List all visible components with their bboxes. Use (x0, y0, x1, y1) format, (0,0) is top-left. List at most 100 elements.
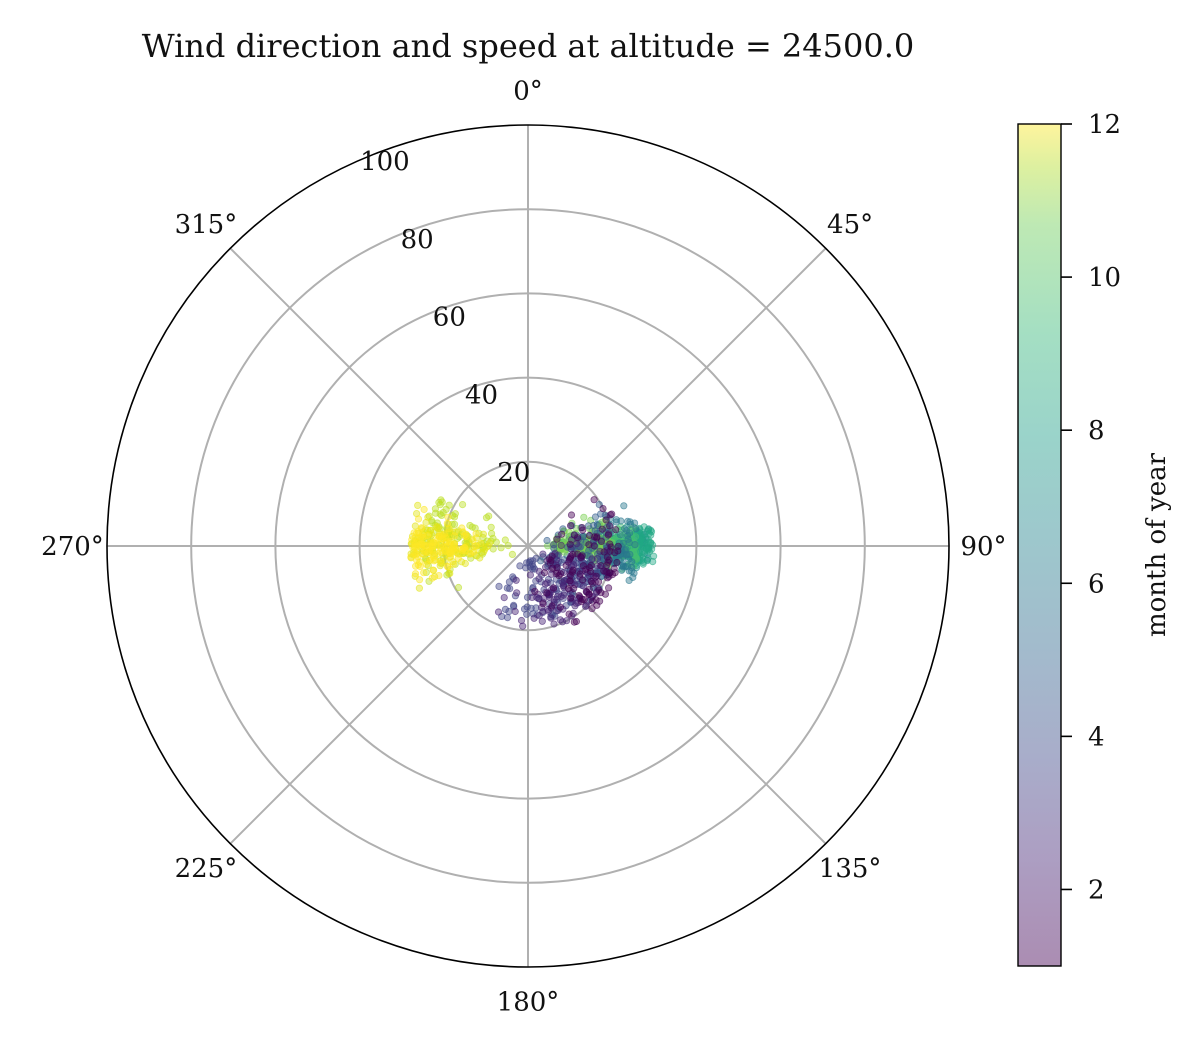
scatter-point-month-1 (597, 561, 605, 570)
scatter-point-month-3 (527, 604, 535, 612)
scatter-point-month-1 (577, 597, 585, 606)
scatter-point-month-11 (424, 513, 432, 521)
scatter-point-month-1 (558, 530, 566, 538)
scatter-point-month-5 (623, 517, 632, 526)
scatter-point-month-12 (414, 527, 422, 536)
scatter-point-month-11 (433, 523, 441, 532)
scatter-point-month-10 (504, 541, 512, 550)
scatter-point-month-12 (445, 525, 453, 533)
colorbar-tick-label-8: 8 (1088, 416, 1105, 446)
scatter-point-month-1 (588, 604, 596, 613)
colorbar-tick-label-4: 4 (1088, 722, 1105, 752)
scatter-point-month-1 (566, 522, 575, 530)
colorbar-gradient (1018, 124, 1061, 966)
scatter-point-month-1 (613, 558, 621, 567)
scatter-point-month-1 (585, 541, 593, 549)
scatter-point-month-1 (578, 523, 586, 532)
scatter-point-month-1 (582, 565, 590, 573)
scatter-point-month-1 (614, 542, 622, 551)
scatter-point-month-12 (420, 550, 428, 559)
scatter-point-month-5 (625, 576, 633, 585)
scatter-point-month-11 (446, 569, 454, 578)
r-tick-label-60: 60 (433, 303, 466, 333)
r-tick-label-20: 20 (497, 458, 530, 488)
scatter-point-month-5 (612, 518, 621, 526)
scatter-point-month-2 (513, 589, 521, 597)
scatter-point-month-11 (484, 542, 492, 550)
scatter-point-month-1 (570, 531, 579, 539)
scatter-point-month-3 (503, 584, 511, 592)
scatter-point-month-8 (631, 533, 640, 541)
scatter-point-month-1 (602, 516, 610, 524)
scatter-point-month-2 (541, 563, 550, 571)
scatter-point-month-12 (420, 569, 428, 577)
scatter-point-month-10 (450, 520, 459, 529)
scatter-point-month-11 (479, 530, 487, 538)
scatter-point-month-1 (601, 590, 610, 598)
scatter-point-month-2 (550, 595, 558, 604)
scatter-point-month-5 (620, 502, 628, 510)
scatter-point-month-7 (642, 545, 650, 553)
scatter-point-month-1 (585, 585, 593, 594)
scatter-point-month-12 (414, 561, 422, 569)
scatter-point-month-1 (579, 526, 587, 534)
scatter-point-month-4 (584, 522, 593, 530)
scatter-point-month-12 (469, 548, 478, 556)
scatter-point-month-12 (435, 571, 443, 580)
scatter-point-month-1 (604, 531, 612, 539)
scatter-point-month-1 (567, 511, 576, 519)
scatter-point-month-2 (517, 616, 526, 625)
scatter-point-month-2 (547, 614, 555, 622)
scatter-point-month-2 (557, 541, 565, 550)
scatter-point-month-12 (423, 531, 431, 540)
scatter-point-month-12 (422, 560, 431, 569)
colorbar-tick-label-2: 2 (1088, 875, 1105, 905)
scatter-point-month-10 (501, 536, 509, 544)
scatter-point-month-1 (553, 535, 561, 543)
scatter-point-month-1 (598, 525, 606, 533)
scatter-point-month-10 (454, 583, 463, 592)
scatter-point-month-12 (426, 556, 435, 564)
scatter-point-month-1 (570, 584, 578, 593)
scatter-point-month-2 (535, 567, 543, 576)
scatter-point-month-5 (632, 525, 640, 533)
scatter-point-month-2 (573, 540, 581, 548)
scatter-point-month-1 (594, 578, 603, 586)
scatter-point-month-3 (526, 563, 534, 571)
scatter-point-month-12 (449, 560, 457, 568)
scatter-point-month-12 (458, 524, 466, 532)
scatter-point-month-1 (539, 600, 547, 608)
colorbar-tick-label-10: 10 (1088, 263, 1121, 293)
scatter-point-month-11 (422, 518, 430, 527)
polar-grid (107, 125, 949, 967)
scatter-point-month-1 (556, 603, 565, 611)
scatter-point-month-1 (547, 556, 555, 564)
theta-tick-label-90: 90° (960, 532, 1006, 562)
scatter-point-month-2 (571, 602, 579, 610)
scatter-point-month-1 (606, 569, 614, 577)
theta-tick-label-270: 270° (41, 532, 104, 562)
scatter-point-month-2 (581, 602, 590, 611)
theta-tick-label-135: 135° (819, 854, 882, 884)
scatter-point-month-1 (593, 533, 601, 541)
scatter-point-month-12 (442, 547, 450, 555)
angle-tick-labels: 0° 45° 90° 135° 180° 225° 270° 315° (41, 76, 1006, 1017)
scatter-point-month-3 (505, 578, 513, 586)
scatter-point-month-2 (557, 592, 565, 601)
scatter-point-month-10 (435, 498, 443, 507)
scatter-point-month-12 (414, 553, 422, 561)
scatter-point-month-3 (501, 605, 509, 614)
scatter-point-month-1 (543, 589, 551, 597)
scatter-point-month-1 (588, 579, 597, 587)
colorbar: 2 4 6 8 10 12 month of year (1017, 110, 1172, 967)
scatter-point-month-1 (566, 571, 575, 580)
scatter-point-month-1 (579, 562, 588, 570)
scatter-point-month-1 (606, 540, 614, 548)
scatter-point-month-1 (599, 504, 607, 513)
scatter-point-month-1 (600, 567, 608, 575)
scatter-point-month-1 (577, 553, 585, 562)
r-tick-label-80: 80 (401, 225, 434, 255)
scatter-point-month-12 (411, 570, 420, 578)
r-tick-label-40: 40 (465, 380, 498, 410)
